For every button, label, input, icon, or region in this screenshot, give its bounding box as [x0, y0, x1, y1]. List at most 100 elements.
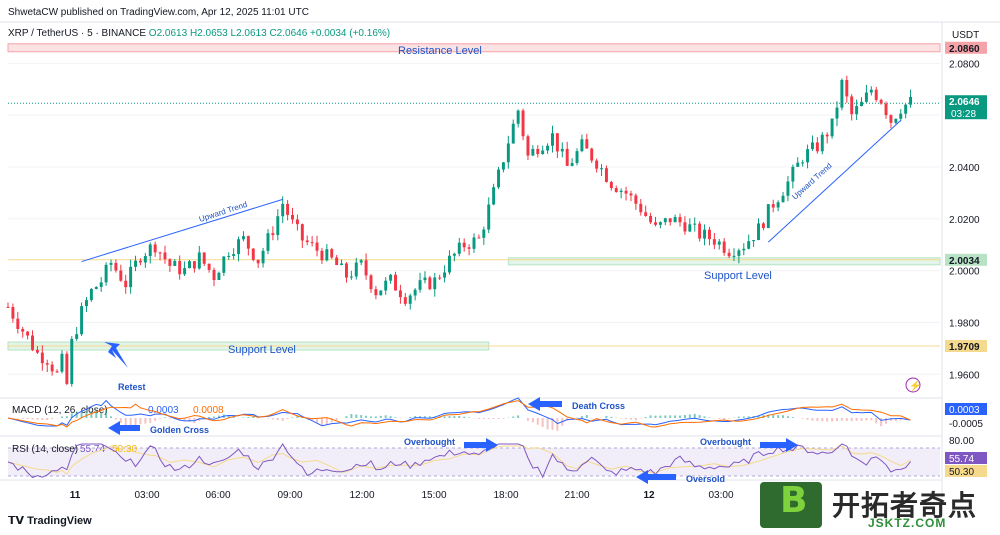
alert-flash-icon: [905, 377, 921, 393]
macd-histogram-bar: [296, 415, 299, 418]
macd-histogram-bar: [154, 418, 157, 421]
candle-body: [546, 145, 550, 151]
rsi-ma-value: 50.30: [112, 444, 137, 455]
macd-histogram-bar: [772, 414, 775, 418]
candle-body: [654, 222, 657, 225]
candle-body: [467, 247, 471, 249]
tradingview-logo[interactable]: 𝗧𝗩 TradingView: [8, 514, 92, 527]
macd-histogram-bar: [840, 418, 843, 421]
candle-body: [492, 187, 496, 205]
candle-body: [796, 162, 800, 167]
macd-histogram-bar: [482, 418, 485, 419]
candle-body: [732, 255, 736, 257]
macd-histogram-bar: [639, 418, 642, 419]
macd-histogram-bar: [649, 415, 652, 418]
candle-body: [256, 259, 260, 264]
candle-body: [217, 272, 221, 280]
candle-body: [482, 229, 486, 238]
macd-histogram-bar: [16, 418, 19, 419]
macd-histogram-bar: [899, 418, 902, 421]
macd-histogram-bar: [291, 417, 294, 418]
candle-body: [320, 250, 324, 261]
candle-body: [374, 289, 378, 296]
candle-body: [757, 223, 760, 241]
macd-histogram-bar: [325, 418, 328, 426]
candle-body: [104, 264, 108, 283]
candle-body: [6, 306, 10, 308]
candle-body: [148, 244, 152, 257]
candle-body: [771, 204, 775, 208]
candle-body: [99, 282, 103, 287]
candle-body: [124, 280, 128, 288]
macd-histogram-bar: [208, 416, 211, 418]
macd-histogram-bar: [365, 415, 368, 418]
macd-histogram-bar: [698, 415, 701, 418]
candle-body: [840, 80, 844, 108]
macd-histogram-bar: [369, 416, 372, 418]
candle-body: [305, 240, 309, 243]
candle-body: [845, 80, 849, 97]
macd-histogram-bar: [644, 416, 647, 418]
macd-histogram-bar: [409, 417, 412, 418]
macd-histogram-bar: [880, 418, 883, 427]
macd-histogram-bar: [345, 416, 348, 418]
macd-histogram-bar: [41, 418, 44, 420]
candle-body: [251, 248, 255, 260]
candle-body: [354, 262, 358, 277]
candle-body: [820, 134, 824, 152]
watermark-logo-icon: [760, 482, 822, 528]
macd-histogram-bar: [664, 415, 667, 418]
macd-histogram-bar: [124, 418, 127, 426]
candle-body: [173, 261, 177, 266]
candle-body: [462, 242, 466, 248]
macd-histogram-bar: [419, 416, 422, 418]
candle-body: [212, 269, 216, 280]
macd-histogram-bar: [26, 418, 29, 420]
candle-body: [786, 181, 790, 196]
currency-label[interactable]: USDT: [952, 30, 980, 41]
candle-body: [506, 143, 510, 163]
candle-body: [438, 277, 442, 279]
macd-line: [7, 397, 911, 427]
price-badge: [945, 253, 987, 266]
macd-histogram-bar: [845, 418, 848, 421]
macd-histogram-bar: [232, 417, 235, 418]
candle-body: [511, 123, 515, 144]
candle-body: [114, 262, 118, 271]
symbol-legend[interactable]: XRP / TetherUS · 5 · BINANCE O2.0613 H2.…: [8, 28, 390, 39]
macd-histogram-bar: [816, 418, 819, 422]
candle-body: [291, 214, 294, 220]
macd-histogram-bar: [242, 417, 245, 418]
annotation-overbought-2: Overbought: [700, 437, 751, 447]
candle-body: [850, 96, 854, 115]
candle-body: [693, 223, 697, 225]
candle-body: [575, 151, 579, 164]
annotation-support-left: Support Level: [228, 344, 296, 356]
candle-body: [389, 274, 393, 281]
macd-histogram-bar: [767, 414, 770, 418]
candle-body: [909, 96, 913, 105]
annotation-oversold: Oversold: [686, 474, 725, 484]
macd-histogram-bar: [100, 413, 103, 418]
candle-body: [663, 218, 667, 223]
candle-body: [590, 148, 594, 161]
macd-badge: [945, 403, 987, 415]
candle-body: [300, 224, 304, 241]
candle-body: [595, 160, 599, 169]
candle-body: [604, 168, 608, 182]
candle-body: [869, 89, 873, 93]
macd-histogram-bar: [423, 416, 426, 418]
candle-body: [516, 110, 520, 124]
candle-body: [340, 263, 344, 266]
macd-histogram-bar: [114, 418, 117, 420]
candle-body: [94, 286, 98, 289]
overbought-arrow-2: [760, 438, 798, 452]
candle-body: [688, 224, 692, 232]
candle-body: [815, 142, 819, 152]
macd-histogram-bar: [536, 418, 539, 425]
candle-body: [894, 118, 898, 123]
macd-histogram-bar: [634, 418, 637, 421]
candle-body: [747, 241, 751, 249]
macd-histogram-bar: [271, 418, 274, 420]
